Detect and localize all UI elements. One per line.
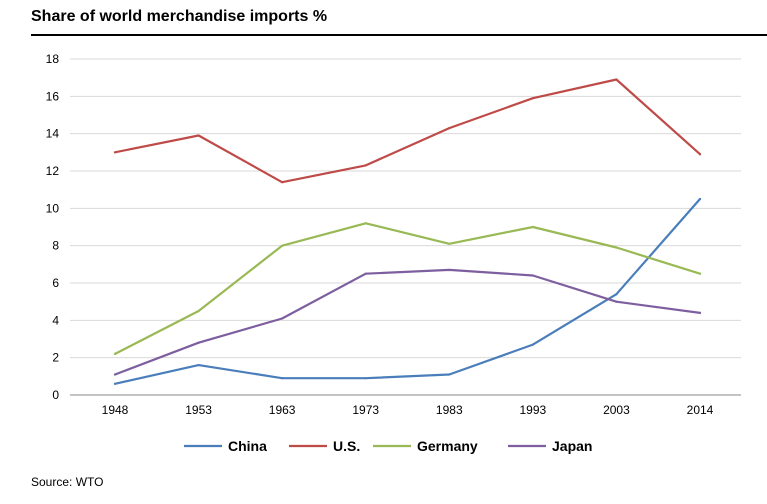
data-point bbox=[448, 268, 451, 272]
data-point bbox=[281, 244, 284, 247]
series-lines bbox=[113, 78, 702, 385]
data-point bbox=[448, 242, 451, 245]
line-chart: 0 2 4 6 8 10 12 14 16 18 1948 1953 1963 1973 1983 1993… bbox=[46, 52, 741, 454]
y-tick-label: 6 bbox=[52, 276, 59, 290]
y-tick-label: 4 bbox=[52, 313, 59, 327]
data-point bbox=[113, 382, 117, 385]
data-point bbox=[364, 164, 367, 167]
x-tick-label: 1973 bbox=[352, 403, 379, 417]
data-point bbox=[531, 97, 534, 100]
data-point bbox=[197, 341, 200, 344]
data-point bbox=[615, 300, 618, 303]
y-tick-label: 12 bbox=[46, 164, 60, 178]
x-tick-label: 1993 bbox=[520, 403, 547, 417]
legend-label: Germany bbox=[417, 438, 478, 454]
data-point bbox=[615, 78, 618, 81]
legend-label: China bbox=[228, 438, 267, 454]
data-point bbox=[448, 373, 451, 376]
x-tick-label: 1983 bbox=[436, 403, 463, 417]
data-point bbox=[615, 246, 618, 249]
data-point bbox=[197, 134, 200, 137]
data-point bbox=[281, 181, 284, 184]
data-point bbox=[281, 317, 284, 320]
data-point bbox=[698, 311, 702, 314]
y-tick-label: 2 bbox=[52, 351, 59, 365]
legend: China U.S. Germany Japan bbox=[184, 438, 592, 454]
data-point bbox=[698, 153, 702, 156]
series-line-japan bbox=[113, 268, 702, 376]
y-tick-label: 8 bbox=[52, 239, 59, 253]
x-axis-ticks: 1948 1953 1963 1973 1983 1993 2003 2014 bbox=[102, 403, 714, 417]
data-point bbox=[113, 373, 117, 376]
series-line-germany bbox=[113, 222, 702, 355]
x-tick-label: 1963 bbox=[269, 403, 296, 417]
data-point bbox=[281, 377, 284, 380]
x-tick-label: 1953 bbox=[185, 403, 212, 417]
y-tick-label: 10 bbox=[46, 201, 60, 215]
data-point bbox=[698, 197, 702, 201]
x-tick-label: 2003 bbox=[603, 403, 630, 417]
data-point bbox=[531, 225, 534, 229]
source-note: Source: WTO bbox=[31, 475, 104, 489]
chart-title: Share of world merchandise imports % bbox=[31, 8, 328, 25]
legend-label: U.S. bbox=[333, 438, 360, 454]
data-point bbox=[197, 309, 200, 313]
data-point bbox=[364, 377, 367, 380]
title-underline bbox=[31, 34, 767, 36]
data-point bbox=[364, 272, 367, 275]
data-point bbox=[448, 126, 451, 130]
y-axis-ticks: 0 2 4 6 8 10 12 14 16 18 bbox=[46, 52, 60, 402]
data-point bbox=[113, 352, 117, 356]
legend-label: Japan bbox=[552, 438, 592, 454]
data-point bbox=[197, 364, 200, 367]
series-line-u-s bbox=[113, 78, 702, 184]
gridlines bbox=[70, 58, 741, 396]
data-point bbox=[364, 222, 367, 225]
data-point bbox=[615, 293, 618, 296]
y-tick-label: 18 bbox=[46, 52, 60, 66]
data-point bbox=[113, 151, 117, 154]
x-tick-label: 2014 bbox=[687, 403, 714, 417]
series-line-china bbox=[113, 197, 702, 385]
data-point bbox=[531, 343, 534, 346]
data-point bbox=[698, 272, 702, 275]
y-tick-label: 16 bbox=[46, 89, 60, 103]
y-tick-label: 0 bbox=[52, 388, 59, 402]
y-tick-label: 14 bbox=[46, 127, 60, 141]
data-point bbox=[531, 274, 534, 277]
x-tick-label: 1948 bbox=[102, 403, 129, 417]
